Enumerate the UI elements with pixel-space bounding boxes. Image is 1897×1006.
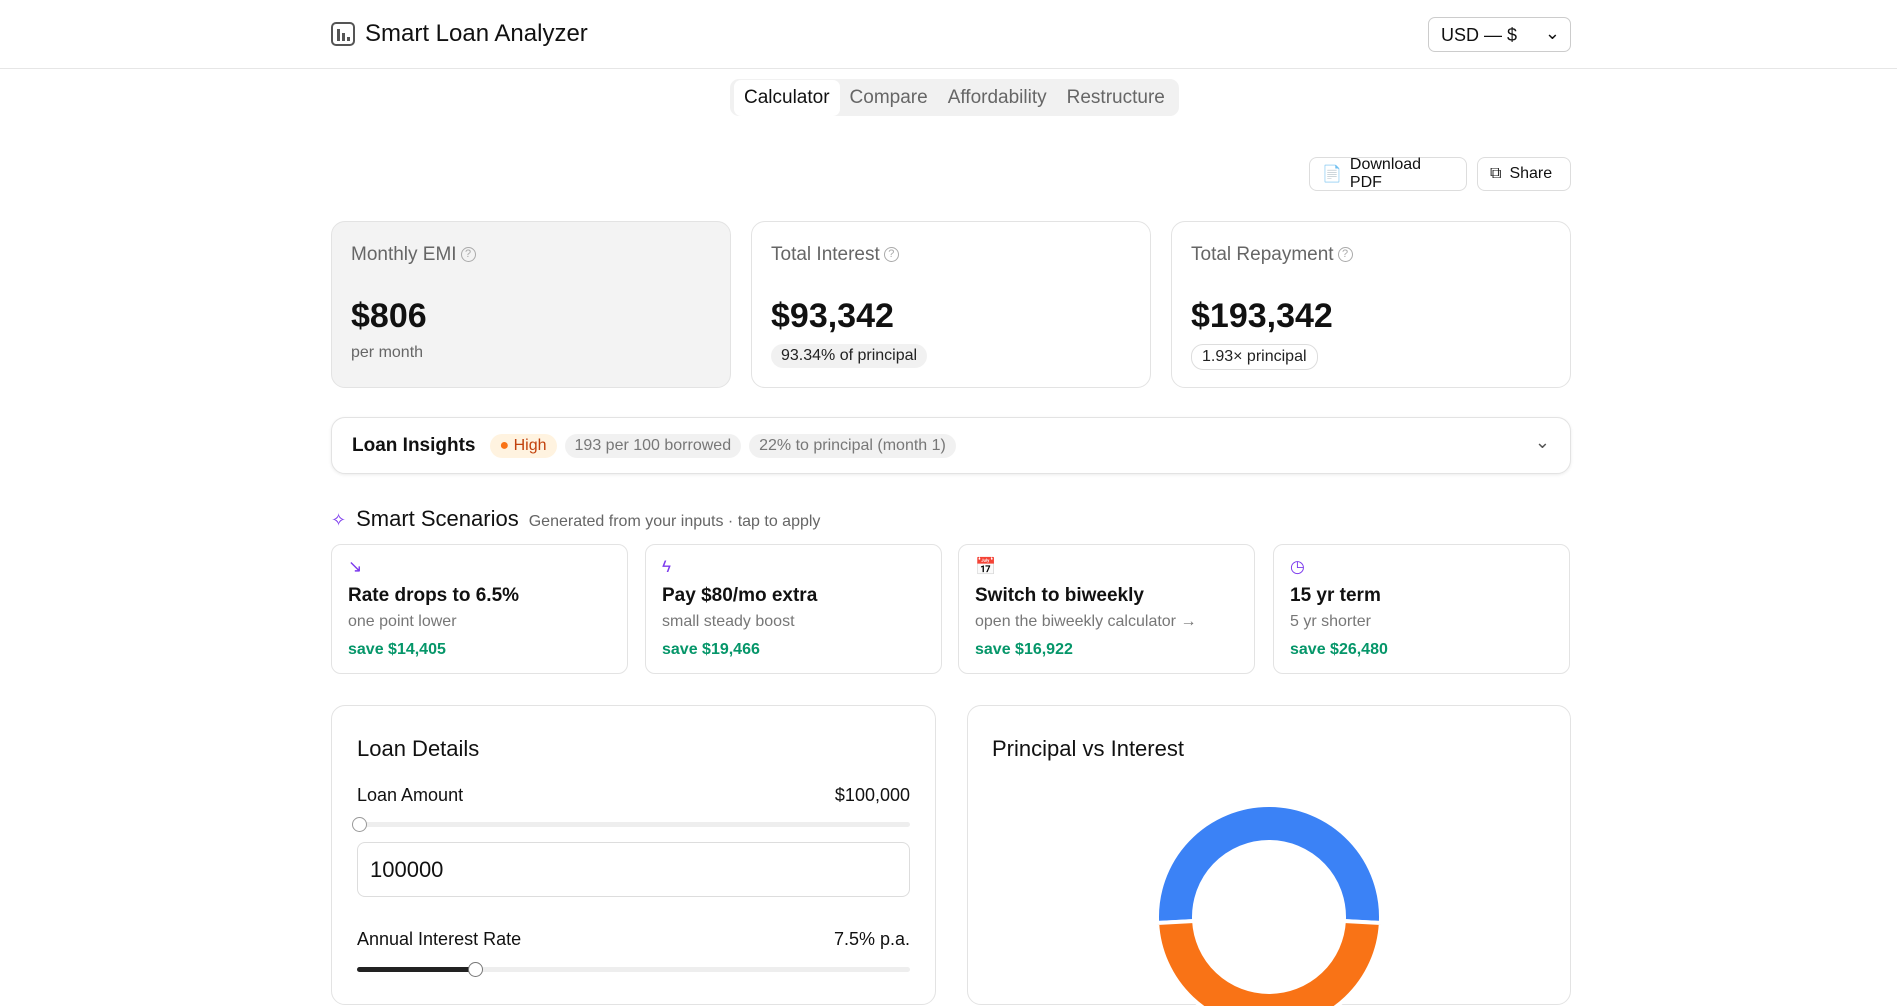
download-button[interactable]: 📄 Download PDF [1309, 156, 1467, 191]
scenario-save: save $16,922 [975, 641, 1073, 658]
donut-slice [1155, 918, 1383, 1006]
stat-card: Monthly EMI? $806 per month [331, 221, 731, 388]
value: 7.5% p.a. [833, 929, 910, 949]
label: Annual Interest Rate [357, 929, 522, 949]
scenario-title: Rate drops to 6.5% [348, 585, 520, 606]
value: $193,342 [1191, 297, 1333, 335]
slider-knob[interactable] [352, 817, 367, 832]
chart-card: Principal vs Interest [967, 705, 1571, 1006]
scenario-title: 15 yr term [1290, 585, 1381, 606]
card-title: Loan Details [357, 736, 480, 761]
stat-card: Total Interest? $93,342 93.34% of princi… [751, 221, 1151, 388]
scenario-save: save $26,480 [1290, 641, 1388, 658]
currency-select[interactable]: USD — $ ⌄ [1428, 17, 1571, 52]
scenarios-header: ✧ Smart Scenarios Generated from your in… [331, 506, 821, 531]
loan-details-card: Loan Details Loan Amount $100,000 100000… [331, 705, 936, 1005]
scenario-save: save $19,466 [662, 641, 760, 658]
label: Loan Amount [357, 785, 464, 805]
app-title: Smart Loan Analyzer [365, 20, 588, 47]
slider-knob[interactable] [468, 962, 483, 977]
share-button[interactable]: ⧉ Share [1477, 157, 1571, 191]
label: Total Repayment [1191, 244, 1334, 265]
note: 1.93× principal [1191, 344, 1318, 370]
currency: USD — $ [1441, 25, 1518, 45]
scenario-card[interactable]: ϟ Pay $80/mo extra small steady boost sa… [645, 544, 942, 674]
note: 93.34% of principal [771, 344, 928, 368]
stat-card: Total Repayment? $193,342 1.93× principa… [1171, 221, 1571, 388]
scenario-save: save $14,405 [348, 641, 446, 658]
level: High [513, 436, 547, 454]
tab[interactable]: Restructure [1066, 86, 1165, 108]
amount-input[interactable]: 100000 [357, 842, 910, 897]
tab[interactable]: Calculator [734, 79, 840, 116]
label: Share [1509, 165, 1553, 182]
scenario-note: small steady boost [662, 613, 795, 630]
scenario-card[interactable]: 📅 Switch to biweekly open the biweekly c… [958, 544, 1255, 674]
scenario-note: open the biweekly calculator → [975, 613, 1197, 630]
tab[interactable]: Affordability [947, 86, 1047, 108]
logo [331, 22, 355, 46]
chart-title: Principal vs Interest [992, 736, 1184, 761]
value: $100,000 [834, 785, 910, 805]
chip: 193 per 100 borrowed [564, 433, 742, 458]
slider[interactable] [357, 967, 910, 972]
scenario-title: Pay $80/mo extra [662, 585, 818, 606]
tabs: Calculator Compare Affordability Restruc… [730, 79, 1179, 116]
scenario-card[interactable]: ↘ Rate drops to 6.5% one point lower sav… [331, 544, 628, 674]
donut-slice [1155, 802, 1383, 926]
donut-chart [1155, 802, 1383, 1006]
value: $806 [351, 297, 427, 335]
scenario-note: one point lower [348, 613, 457, 630]
scenarios-subtitle: Generated from your inputs · tap to appl… [528, 513, 821, 530]
scenarios-title: Smart Scenarios [356, 506, 519, 531]
header: Smart Loan Analyzer USD — $ ⌄ [0, 0, 1897, 69]
value: $93,342 [771, 297, 894, 335]
scenario-card[interactable]: ◷ 15 yr term 5 yr shorter save $26,480 [1273, 544, 1570, 674]
label: Total Interest [771, 244, 880, 265]
insights-bar[interactable]: Loan Insights ● High 193 per 100 borrowe… [331, 417, 1571, 474]
label: Download PDF [1349, 156, 1422, 191]
note: per month [351, 344, 424, 361]
insights-title: Loan Insights [352, 434, 476, 456]
scenario-title: Switch to biweekly [975, 585, 1144, 606]
tab[interactable]: Compare [849, 86, 928, 108]
slider[interactable] [357, 822, 910, 827]
label: Monthly EMI [351, 244, 457, 265]
chip: 22% to principal (month 1) [749, 433, 956, 458]
scenario-note: 5 yr shorter [1290, 613, 1371, 630]
